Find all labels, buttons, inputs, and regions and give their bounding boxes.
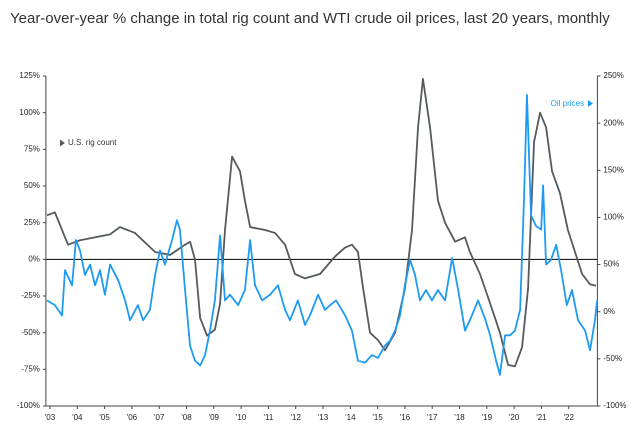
legend-arrow: [588, 100, 593, 107]
x-tick-label: '16: [400, 413, 411, 422]
y-tick-label: -50%: [21, 328, 40, 337]
y-tick-label: -100%: [17, 401, 40, 410]
y-tick-label: 50%: [24, 181, 40, 190]
y-tick-label: -75%: [21, 364, 40, 373]
chart-title: Year-over-year % change in total rig cou…: [10, 10, 610, 27]
y-tick-label: 125%: [19, 71, 39, 80]
x-tick-label: '15: [372, 413, 383, 422]
y2-tick-label: 150%: [603, 165, 623, 174]
x-tick-label: '06: [127, 413, 138, 422]
y2-tick-label: 50%: [603, 260, 619, 269]
legend-label: U.S. rig count: [68, 138, 117, 147]
x-tick-label: '04: [72, 413, 83, 422]
y-tick-label: 75%: [24, 144, 40, 153]
y2-tick-label: 0%: [603, 307, 615, 316]
y-tick-label: 100%: [19, 108, 39, 117]
legend-arrow: [60, 139, 65, 147]
y-tick-label: 0%: [28, 254, 40, 263]
x-tick-label: '03: [45, 413, 56, 422]
x-tick-label: '22: [564, 413, 575, 422]
y2-tick-label: 200%: [603, 118, 623, 127]
x-tick-label: '11: [263, 413, 273, 422]
x-tick-label: '05: [99, 413, 110, 422]
y2-tick-label: -100%: [603, 401, 626, 410]
legend-label: Oil prices: [551, 99, 584, 108]
y-tick-label: -25%: [21, 291, 40, 300]
series-line: [46, 93, 599, 376]
x-tick-label: '19: [482, 413, 493, 422]
x-tick-label: '21: [536, 413, 547, 422]
x-tick-label: '09: [209, 413, 220, 422]
y2-tick-label: -50%: [603, 354, 622, 363]
x-tick-label: '13: [318, 413, 329, 422]
x-tick-label: '18: [454, 413, 465, 422]
x-tick-label: '10: [236, 413, 247, 422]
series-line: [46, 78, 597, 368]
y2-tick-label: 250%: [603, 71, 623, 80]
x-tick-label: '20: [509, 413, 520, 422]
x-tick-label: '07: [154, 413, 165, 422]
x-tick-label: '14: [345, 413, 356, 422]
x-tick-label: '12: [290, 413, 301, 422]
x-tick-label: '17: [427, 413, 438, 422]
y-tick-label: 25%: [24, 218, 40, 227]
y2-tick-label: 100%: [603, 213, 623, 222]
x-tick-label: '08: [181, 413, 192, 422]
